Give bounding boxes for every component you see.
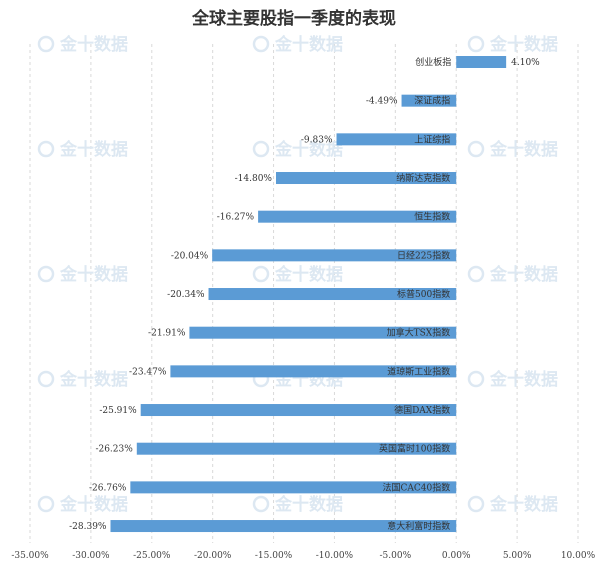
watermark-logo-icon	[37, 370, 55, 388]
x-tick-label: -10.00%	[316, 551, 354, 561]
bar	[110, 520, 457, 533]
watermark-logo-icon	[467, 495, 485, 513]
bar	[401, 94, 457, 107]
watermark-logo-icon	[37, 140, 55, 158]
category-label: 意大利富时指数	[387, 520, 450, 532]
watermark-logo-icon	[467, 370, 485, 388]
watermark-text: 金十数据	[489, 369, 558, 390]
data-label: -20.34%	[167, 290, 205, 300]
watermark-text: 金十数据	[489, 494, 558, 515]
bar	[140, 404, 457, 417]
x-tick-label: 10.00%	[561, 551, 596, 561]
bar	[130, 481, 457, 494]
watermark: 金十数据	[467, 139, 558, 160]
category-label: 道琼斯工业指数	[387, 365, 450, 377]
data-label: -16.27%	[217, 213, 255, 223]
bar	[212, 249, 457, 262]
bar	[275, 172, 457, 185]
x-tick-label: 0.00%	[442, 551, 471, 561]
watermark-text: 金十数据	[489, 264, 558, 285]
watermark-text: 金十数据	[489, 34, 558, 55]
watermark-logo-icon	[252, 140, 270, 158]
watermark-text: 金十数据	[59, 494, 128, 515]
x-tick-label: -15.00%	[255, 551, 293, 561]
label-layer: 创业板指 4.10% 深证成指 -4.49% 上证综指 -9.83% 纳斯达克指数 -14.8…	[69, 56, 540, 532]
data-label: -9.83%	[301, 135, 333, 145]
bar	[208, 288, 457, 301]
watermark: 金十数据	[37, 264, 128, 285]
watermark-logo-icon	[252, 495, 270, 513]
category-label: 加拿大TSX指数	[387, 327, 451, 339]
watermark: 金十数据	[252, 494, 343, 515]
watermark: 金十数据	[37, 369, 128, 390]
data-label: -23.47%	[129, 367, 167, 377]
x-tick-label: -30.00%	[72, 551, 110, 561]
grid-layer	[29, 44, 579, 543]
watermark-logo-icon	[252, 35, 270, 53]
x-tick-label: -25.00%	[133, 551, 171, 561]
watermark-logo-icon	[467, 265, 485, 283]
watermark-logo-icon	[37, 35, 55, 53]
watermark-logo-icon	[37, 495, 55, 513]
category-label: 深证成指	[414, 95, 450, 107]
category-label: 英国富时100指数	[379, 443, 450, 455]
watermark: 金十数据	[252, 139, 343, 160]
watermark-text: 金十数据	[274, 494, 343, 515]
bar	[336, 133, 457, 146]
watermark: 金十数据	[252, 34, 343, 55]
watermark: 金十数据	[252, 264, 343, 285]
watermark: 金十数据	[467, 369, 558, 390]
bar	[170, 365, 457, 378]
category-label: 恒生指数	[414, 211, 450, 223]
category-label: 纳斯达克指数	[396, 172, 450, 184]
data-label: -28.39%	[69, 522, 107, 532]
watermark: 金十数据	[37, 139, 128, 160]
data-label: 4.10%	[511, 58, 540, 68]
watermark-text: 金十数据	[274, 34, 343, 55]
data-label: -20.04%	[171, 251, 209, 261]
category-label: 标普500指数	[397, 288, 450, 300]
watermark: 金十数据	[467, 264, 558, 285]
bar	[189, 326, 457, 339]
bar	[456, 56, 507, 68]
x-tick-label: 5.00%	[503, 551, 532, 561]
bar	[258, 210, 457, 223]
chart-title: 全球主要股指一季度的表现	[191, 8, 396, 29]
watermark: 金十数据	[467, 34, 558, 55]
category-label: 日经225指数	[397, 249, 450, 261]
watermark-text: 金十数据	[59, 34, 128, 55]
watermark-text: 金十数据	[274, 264, 343, 285]
bar-layer	[110, 56, 507, 533]
data-label: -26.23%	[95, 445, 133, 455]
x-tick-label: -20.00%	[194, 551, 232, 561]
watermark-logo-icon	[252, 265, 270, 283]
data-label: -14.80%	[235, 174, 273, 184]
data-label: -25.91%	[99, 406, 137, 416]
watermark: 金十数据	[467, 494, 558, 515]
data-label: -21.91%	[148, 329, 186, 339]
watermark-text: 金十数据	[59, 369, 128, 390]
watermark-text: 金十数据	[59, 264, 128, 285]
x-tick-label: -35.00%	[11, 551, 49, 561]
category-label: 上证综指	[414, 133, 450, 145]
category-label: 创业板指	[415, 56, 451, 68]
x-axis-ticks: -35.00% -30.00% -25.00% -20.00% -15.00% -10.0…	[11, 551, 595, 561]
watermark: 金十数据	[37, 34, 128, 55]
category-label: 法国CAC40指数	[382, 481, 450, 493]
data-label: -4.49%	[366, 97, 398, 107]
x-tick-label: -5.00%	[380, 551, 412, 561]
bar	[136, 442, 457, 455]
watermark-logo-icon	[37, 265, 55, 283]
watermark-text: 金十数据	[274, 139, 343, 160]
watermark-text: 金十数据	[489, 139, 558, 160]
watermark-logo-icon	[467, 35, 485, 53]
watermark-text: 金十数据	[59, 139, 128, 160]
data-label: -26.76%	[89, 483, 127, 493]
watermark: 金十数据	[37, 494, 128, 515]
category-label: 德国DAX指数	[394, 404, 450, 416]
watermark-logo-icon	[467, 140, 485, 158]
